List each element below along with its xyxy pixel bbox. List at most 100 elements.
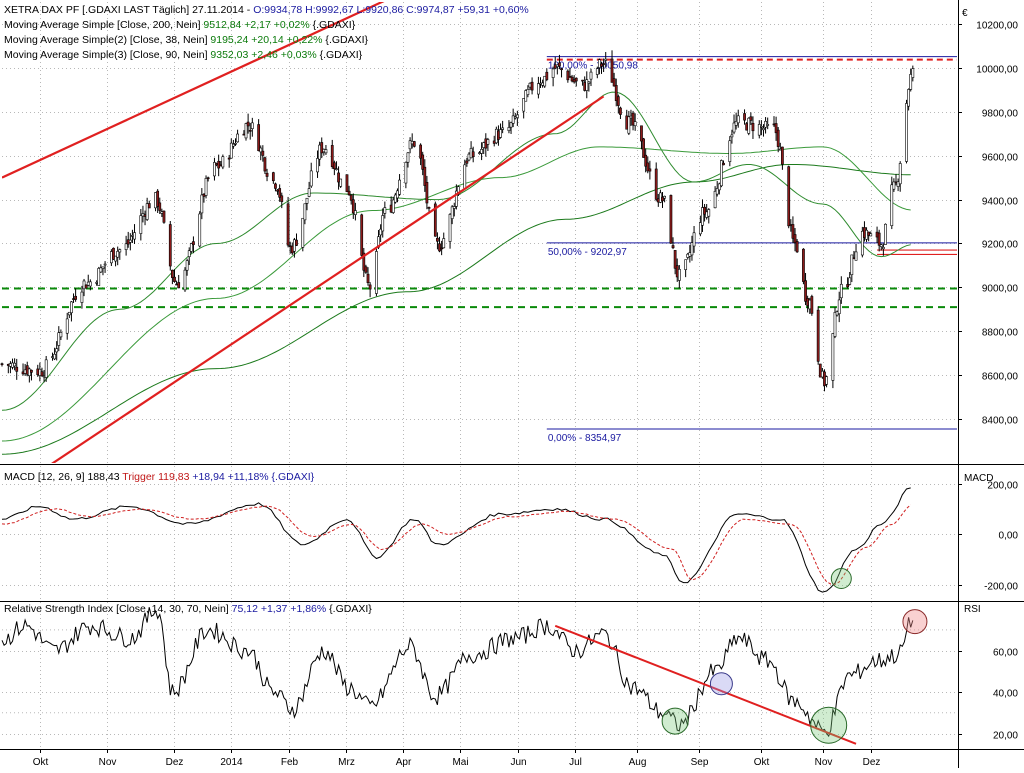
legend-rest: +18,94 +11,18% {.GDAXI} — [189, 471, 314, 483]
rsi-y-tick-label: 40,00 — [993, 689, 1018, 700]
candlestick — [305, 197, 309, 204]
candlestick — [347, 190, 351, 196]
candlestick — [454, 190, 458, 207]
price-y-tick-label: 8600,00 — [982, 372, 1019, 383]
moving-average-line — [1, 91, 911, 411]
price-legend-row: Moving Average Simple(2) [Close, 38, Nei… — [4, 34, 369, 46]
candlestick — [354, 210, 357, 215]
candlestick — [80, 291, 84, 303]
candlestick — [265, 172, 269, 177]
legend-value: O:9934,78 H:9992,67 L:9920,86 C:9974,87 … — [253, 4, 529, 16]
candlestick — [133, 232, 136, 240]
candlestick — [303, 203, 307, 221]
candlestick — [511, 115, 515, 124]
candlestick — [97, 268, 101, 286]
candlestick — [412, 141, 416, 147]
price-y-tick-label: 10000,00 — [976, 65, 1018, 76]
rsi-line — [1, 607, 914, 738]
candlestick — [480, 149, 483, 154]
candlestick — [911, 68, 915, 78]
candlestick — [427, 207, 431, 209]
candlestick — [183, 269, 187, 291]
candlestick — [884, 223, 887, 245]
x-tick-label: Jul — [569, 757, 582, 768]
legend-prefix: Moving Average Simple(2) [Close, 38, Nei… — [4, 34, 210, 46]
price-y-tick-label: 8800,00 — [982, 328, 1019, 339]
candlestick — [442, 238, 446, 249]
candlestick — [204, 178, 208, 196]
candlestick — [67, 311, 71, 316]
legend-suffix: {.GDAXI} — [317, 49, 363, 61]
fib-level-label: 0,00% - 8354,97 — [548, 433, 622, 444]
candlestick — [187, 250, 191, 258]
legend-prefix: Moving Average Simple(3) [Close, 90, Nei… — [4, 49, 210, 61]
candlestick — [162, 210, 166, 223]
candlestick — [776, 129, 780, 147]
candlestick — [751, 122, 755, 132]
candlestick — [362, 252, 366, 271]
rsi-y-tick-label: 20,00 — [993, 731, 1018, 742]
candlestick — [227, 157, 231, 160]
price-legend-row: XETRA DAX PF [.GDAXI LAST Täglich] 27.11… — [4, 4, 529, 16]
candlestick — [896, 181, 900, 187]
candlestick — [114, 255, 117, 262]
legend-suffix: {.GDAXI} — [326, 603, 372, 615]
candlestick — [530, 81, 534, 91]
candlestick — [309, 170, 313, 187]
candlestick — [351, 199, 355, 214]
legend-value: 9195,24 +20,14 +0,22% — [210, 34, 322, 46]
candlestick — [642, 138, 645, 158]
x-tick-label: Okt — [754, 757, 770, 768]
candlestick — [545, 71, 549, 80]
candlestick — [147, 203, 151, 209]
candlestick — [332, 162, 336, 170]
candlestick — [707, 209, 711, 217]
candlestick — [421, 154, 425, 170]
legend-prefix: MACD [12, 26, 9] — [4, 471, 87, 483]
candlestick — [720, 160, 723, 187]
candlestick — [631, 112, 635, 126]
candlestick — [124, 243, 128, 250]
candlestick — [663, 195, 666, 199]
candlestick — [854, 251, 858, 261]
candlestick — [810, 296, 814, 314]
candlestick — [703, 206, 706, 215]
candlestick — [450, 206, 454, 219]
candlestick — [879, 244, 883, 247]
candlestick — [307, 188, 311, 197]
candlestick — [640, 125, 643, 142]
price-legend-row: Moving Average Simple(3) [Close, 90, Nei… — [4, 49, 363, 61]
rsi-highlight-circle — [709, 672, 733, 696]
candlestick — [774, 123, 778, 134]
candlestick — [339, 178, 343, 187]
candlestick — [825, 376, 828, 385]
rsi-legend: Relative Strength Index [Close, 14, 30, … — [4, 603, 372, 615]
fib-level-label: 100,00% - 10050,98 — [548, 61, 639, 72]
candlestick — [787, 166, 791, 227]
candlestick — [671, 245, 675, 249]
rsi-highlight-circle — [810, 706, 848, 744]
candlestick — [543, 75, 547, 87]
candlestick — [486, 139, 490, 145]
candlestick — [301, 217, 305, 248]
candlestick — [837, 299, 841, 315]
candlestick — [701, 207, 704, 226]
candlestick — [728, 140, 732, 162]
candlestick — [128, 239, 132, 243]
candlestick — [53, 353, 56, 360]
candlestick — [463, 164, 467, 189]
price-y-tick-label: 9800,00 — [982, 109, 1019, 120]
candlestick — [360, 214, 364, 256]
candlestick — [440, 247, 444, 250]
candlestick — [406, 152, 410, 163]
candlestick — [509, 122, 513, 128]
candlestick — [501, 127, 505, 130]
candlestick — [118, 249, 122, 253]
macd-legend: MACD [12, 26, 9] 188,43 Trigger 119,83 +… — [4, 471, 315, 483]
macd-axis-label: MACD — [964, 473, 993, 484]
candlestick — [44, 359, 48, 378]
candlestick — [244, 123, 248, 139]
candlestick — [88, 281, 92, 287]
candlestick — [286, 203, 290, 246]
